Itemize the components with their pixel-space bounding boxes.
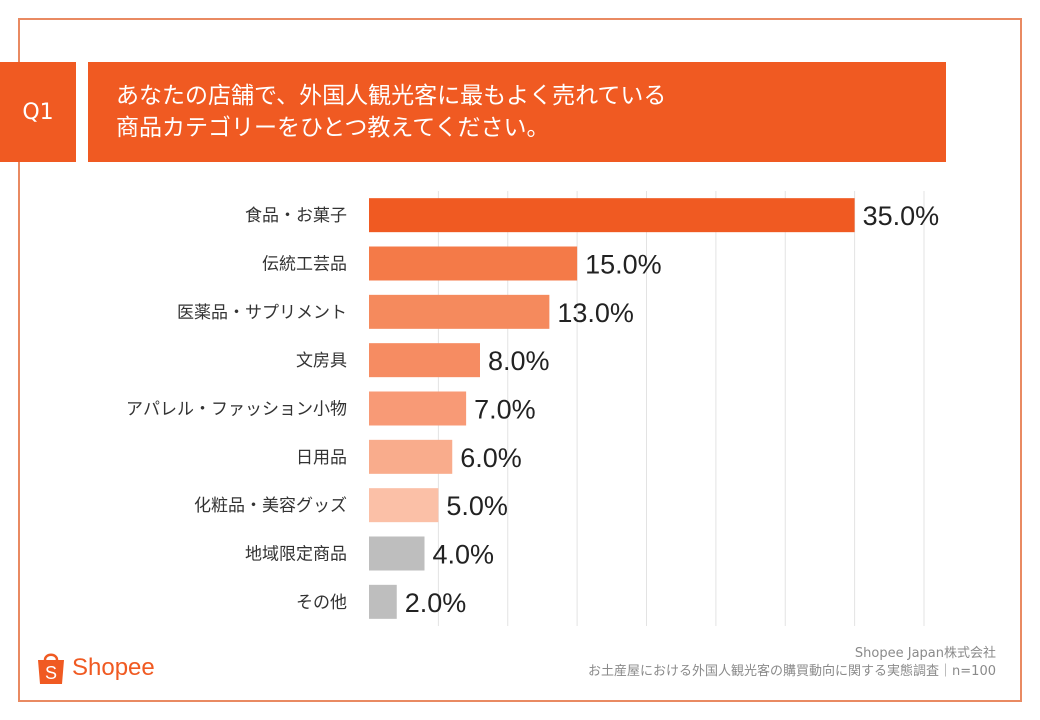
data-label: 7.0% (474, 395, 536, 425)
question-number: Q1 (22, 99, 54, 125)
question-text-line2: 商品カテゴリーをひとつ教えてください。 (116, 115, 550, 141)
question-number-badge: Q1 (0, 62, 76, 162)
logo-text: Shopee (72, 654, 155, 681)
shopping-bag-icon: S (38, 653, 64, 684)
bar (369, 584, 397, 619)
svg-text:S: S (45, 663, 57, 683)
shopee-logo: S Shopee (36, 648, 155, 688)
data-label: 5.0% (446, 491, 508, 521)
category-label: 医薬品・サプリメント (177, 303, 347, 323)
bar (369, 294, 550, 329)
chart-frame (18, 18, 1022, 702)
data-label: 4.0% (433, 540, 495, 570)
bar (369, 536, 425, 571)
bar (369, 439, 453, 474)
data-label: 8.0% (488, 346, 550, 376)
category-label: アパレル・ファッション小物 (126, 400, 347, 420)
data-label: 35.0% (863, 201, 940, 231)
data-label: 15.0% (585, 250, 662, 280)
category-label: 地域限定商品 (245, 545, 347, 565)
category-label: その他 (296, 593, 347, 613)
source-survey: お土産屋における外国人観光客の購買動向に関する実態調査｜n=100 (588, 664, 996, 679)
bar (369, 391, 467, 426)
source-company: Shopee Japan株式会社 (854, 646, 996, 661)
question-text-line1: あなたの店舗で、外国人観光客に最もよく売れている (116, 83, 667, 109)
bar (369, 246, 578, 281)
bar (369, 343, 480, 378)
data-label: 2.0% (405, 588, 467, 618)
question-box: あなたの店舗で、外国人観光客に最もよく売れている 商品カテゴリーをひとつ教えてく… (88, 62, 946, 162)
bar (369, 198, 855, 233)
bar (369, 488, 439, 523)
data-label: 13.0% (557, 298, 634, 328)
category-label: 化粧品・美容グッズ (194, 496, 347, 516)
category-label: 文房具 (296, 351, 347, 371)
category-label: 伝統工芸品 (262, 255, 347, 275)
category-label: 食品・お菓子 (245, 206, 347, 226)
data-label: 6.0% (460, 443, 522, 473)
category-label: 日用品 (296, 448, 347, 468)
source-note: Shopee Japan株式会社 お土産屋における外国人観光客の購買動向に関する… (588, 645, 996, 681)
